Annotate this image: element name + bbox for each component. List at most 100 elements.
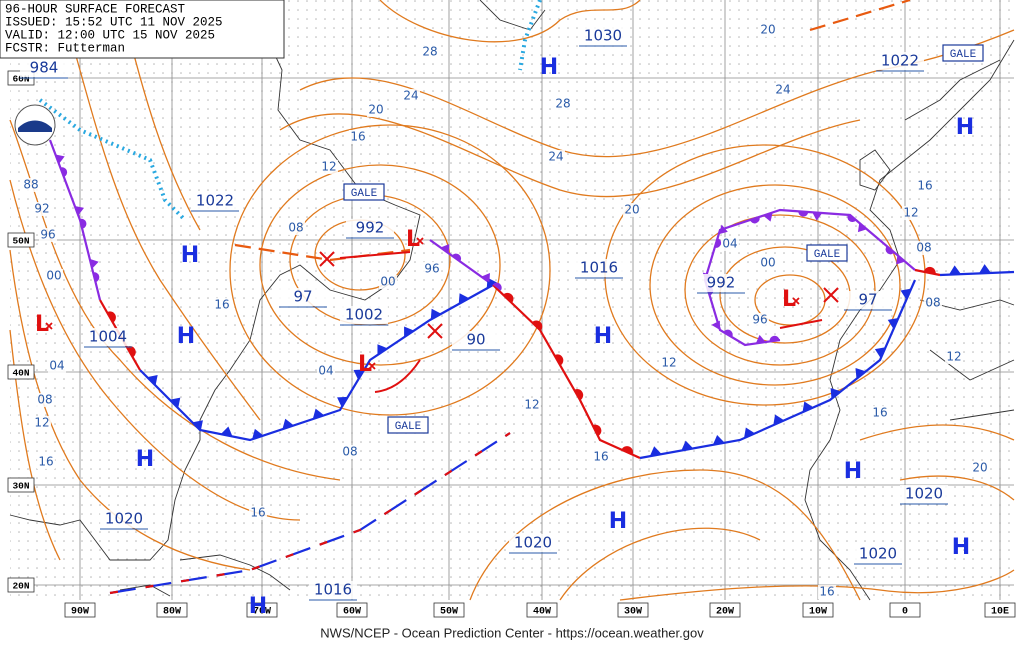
isobar-label: 12	[946, 350, 961, 364]
cold-triangle	[220, 426, 233, 437]
occ-semicircle	[723, 329, 733, 338]
central-pressure: 1016	[314, 581, 352, 599]
isobar-label: 96	[752, 313, 767, 327]
occ-triangle	[89, 258, 99, 269]
front-symbol	[554, 354, 564, 366]
front-symbol	[192, 420, 203, 431]
cold-triangle	[252, 428, 264, 440]
coastlines	[9, 0, 1015, 601]
high-center: H	[844, 459, 862, 484]
cold-triangle	[430, 308, 442, 320]
front-symbol	[847, 213, 867, 233]
front-symbol	[874, 347, 886, 359]
cold-triangle	[353, 369, 365, 380]
low-center: L	[35, 312, 49, 337]
front-symbol	[755, 334, 780, 344]
central-pressure: 1016	[580, 259, 618, 277]
isobar-label-bg	[751, 313, 769, 327]
isobar-label-bg	[915, 241, 933, 255]
central-pressure: 984	[30, 59, 59, 77]
isobar-label: 16	[917, 179, 932, 193]
low-center: L	[358, 352, 372, 377]
central-pressure: 90	[466, 331, 485, 349]
isobar-label: 04	[722, 237, 737, 251]
occ-triangle	[763, 212, 773, 222]
isobar-label-bg	[924, 296, 942, 310]
cold-triangle	[147, 374, 158, 386]
high-center: H	[249, 594, 267, 619]
isobar-label-bg	[33, 202, 51, 216]
occ-semicircle	[847, 213, 857, 222]
isobar-label-bg	[916, 179, 934, 193]
lat-label-box	[7, 477, 35, 493]
front-symbol	[503, 292, 514, 303]
isobar-label: 08	[37, 393, 52, 407]
isobar-label: 08	[342, 445, 357, 459]
front-symbol	[714, 224, 728, 248]
isobar-label-bg	[523, 398, 541, 412]
cold-triangle	[900, 288, 912, 300]
low-x	[368, 362, 376, 370]
warm-semicircle	[106, 311, 116, 323]
pressure-label-bg	[191, 192, 239, 210]
lat-label: 30N	[12, 481, 29, 492]
front-symbol	[978, 264, 991, 274]
isobar-label-bg	[349, 130, 367, 144]
isobar-label: 04	[49, 359, 64, 373]
isobar-label-bg	[402, 89, 420, 103]
lat-label-box	[7, 577, 35, 593]
gale-warning: GALE	[950, 49, 977, 61]
occ-semicircle	[749, 216, 760, 224]
isobar-label-bg	[774, 83, 792, 97]
central-pressure: 1002	[345, 306, 383, 324]
lon-label: 90W	[71, 607, 89, 618]
front-symbol	[749, 212, 773, 224]
lat-label: 60N	[12, 74, 29, 85]
isobar-label: 16	[872, 406, 887, 420]
front-symbol	[802, 401, 814, 413]
low-x	[792, 297, 800, 305]
isobar-label-bg	[45, 269, 63, 283]
front-symbol	[621, 446, 633, 455]
warm-semicircle	[126, 346, 136, 358]
isobar-label-bg	[818, 585, 836, 599]
footer-credit: NWS/NCEP - Ocean Prediction Center - htt…	[320, 625, 704, 640]
front-symbol	[923, 266, 936, 275]
fronts	[38, 0, 1015, 595]
front-symbol	[574, 389, 584, 401]
warm-semicircle	[503, 292, 514, 303]
front-symbol	[649, 446, 662, 457]
lon-label: 30W	[624, 607, 642, 618]
pressure-label-bg	[509, 534, 557, 552]
front-symbol	[532, 320, 543, 331]
occ-semicircle	[451, 253, 462, 262]
pressure-label-bg	[697, 274, 745, 292]
gale-box	[343, 183, 385, 201]
occ-semicircle	[79, 218, 87, 229]
high-center: H	[136, 447, 154, 472]
lat-label: 40N	[12, 368, 29, 379]
cold-triangle	[458, 293, 470, 305]
isobar-label: 00	[46, 269, 61, 283]
lat-label: 50N	[12, 236, 29, 247]
isobar-label-bg	[721, 237, 739, 251]
isobar-label-bg	[971, 461, 989, 475]
isobar-label: 08	[925, 296, 940, 310]
cold-triangle	[282, 418, 294, 430]
isobar-label: 96	[424, 262, 439, 276]
lon-label-box	[336, 602, 368, 618]
cold-triangle	[802, 401, 814, 413]
pressure-label-bg	[279, 288, 327, 306]
lat-label-box	[7, 364, 35, 380]
cold-triangle	[830, 388, 841, 399]
gale-box	[806, 244, 848, 262]
warm-semicircle	[554, 354, 564, 366]
isobar-label: 24	[548, 150, 563, 164]
isobar-label: 12	[903, 206, 918, 220]
gale-box	[942, 44, 984, 62]
front-symbol	[106, 311, 116, 323]
cold-triangle	[192, 420, 203, 431]
isobar-label: 16	[214, 298, 229, 312]
central-pressure: 1020	[514, 534, 552, 552]
high-center: H	[540, 55, 558, 80]
